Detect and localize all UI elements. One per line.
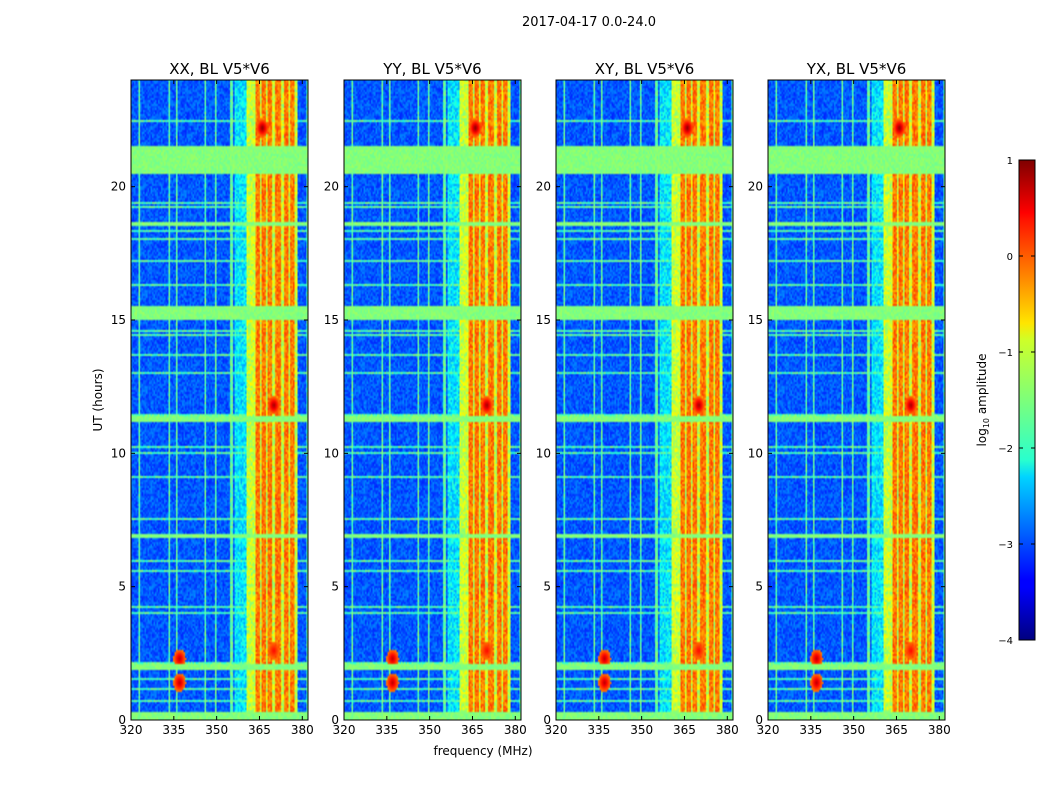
panel-title: XY, BL V5*V6 — [595, 60, 695, 78]
y-tick-label: 0 — [755, 713, 763, 727]
panel-0: XX, BL V5*V6 320 335 350 365 380 0 5 10 15 20 — [111, 60, 314, 737]
x-tick-label: 350 — [842, 723, 865, 737]
colorbar-tick-label: −4 — [998, 636, 1013, 647]
panel-title: XX, BL V5*V6 — [169, 60, 270, 78]
y-tick-label: 0 — [331, 713, 339, 727]
colorbar-label-rest: amplitude — [975, 354, 989, 418]
y-tick-label: 15 — [748, 313, 763, 327]
panel-1: YY, BL V5*V6 320 335 350 365 380 0 5 10 15 20 — [324, 60, 527, 737]
x-tick-label: 380 — [716, 723, 739, 737]
x-tick-label: 350 — [418, 723, 441, 737]
x-tick-label: 365 — [248, 723, 271, 737]
y-tick-label: 5 — [755, 580, 763, 594]
x-tick-label: 350 — [630, 723, 653, 737]
y-tick-label: 10 — [324, 446, 339, 460]
x-tick-label: 365 — [885, 723, 908, 737]
panel-frame — [343, 79, 522, 721]
colorbar-label-sub: 10 — [982, 418, 991, 428]
panel-3: YX, BL V5*V6 320 335 350 365 380 0 5 10 15 20 — [748, 60, 951, 737]
colorbar-ticks: 1 0 −1 −2 −3 −4 — [998, 156, 1035, 647]
panel-frame — [130, 79, 309, 721]
y-tick-label: 20 — [748, 180, 763, 194]
x-axis-label: frequency (MHz) — [433, 744, 532, 758]
panel-title: YX, BL V5*V6 — [806, 60, 907, 78]
y-tick-label: 5 — [543, 580, 551, 594]
colorbar-tick-label: 1 — [1007, 156, 1013, 167]
spectrogram-image — [131, 80, 308, 720]
x-tick-label: 320 — [757, 723, 780, 737]
colorbar-tick-label: 0 — [1007, 252, 1013, 263]
x-tick-label: 335 — [799, 723, 822, 737]
colorbar-label: log10 amplitude — [975, 354, 991, 447]
y-tick-label: 20 — [111, 180, 126, 194]
y-tick-label: 20 — [536, 180, 551, 194]
x-tick-label: 320 — [120, 723, 143, 737]
x-tick-label: 365 — [461, 723, 484, 737]
spectrogram-image — [344, 80, 521, 720]
panel-frame — [555, 79, 734, 721]
y-tick-label: 0 — [118, 713, 126, 727]
y-tick-label: 5 — [331, 580, 339, 594]
x-tick-label: 335 — [587, 723, 610, 737]
x-tick-label: 365 — [673, 723, 696, 737]
x-tick-label: 380 — [291, 723, 314, 737]
y-tick-label: 5 — [118, 580, 126, 594]
y-axis-label: UT (hours) — [91, 368, 105, 431]
panel-title: YY, BL V5*V6 — [382, 60, 481, 78]
colorbar-label-log: log — [975, 428, 989, 446]
colorbar: 10−1−2−3−4 log10 amplitude — [975, 156, 1036, 647]
colorbar-tick-label: −2 — [998, 444, 1013, 455]
x-tick-label: 380 — [928, 723, 951, 737]
x-tick-label: 335 — [162, 723, 185, 737]
spectrogram-image — [556, 80, 733, 720]
spectrogram-image — [768, 80, 945, 720]
panel-2: XY, BL V5*V6 320 335 350 365 380 0 5 10 15 20 — [536, 60, 739, 737]
colorbar-tick-label: −1 — [998, 348, 1013, 359]
y-tick-label: 15 — [111, 313, 126, 327]
y-tick-label: 15 — [536, 313, 551, 327]
x-tick-label: 335 — [375, 723, 398, 737]
colorbar-gradient — [1018, 159, 1036, 641]
y-tick-label: 15 — [324, 313, 339, 327]
y-tick-label: 0 — [543, 713, 551, 727]
colorbar-tick-label: −3 — [998, 540, 1013, 551]
y-tick-label: 20 — [324, 180, 339, 194]
y-tick-label: 10 — [111, 446, 126, 460]
y-tick-label: 10 — [536, 446, 551, 460]
x-tick-label: 320 — [333, 723, 356, 737]
panel-frame — [767, 79, 946, 721]
x-tick-label: 350 — [205, 723, 228, 737]
x-tick-label: 380 — [504, 723, 527, 737]
x-tick-label: 320 — [545, 723, 568, 737]
figure-title: 2017-04-17 0.0-24.0 — [522, 15, 656, 30]
y-tick-label: 10 — [748, 446, 763, 460]
